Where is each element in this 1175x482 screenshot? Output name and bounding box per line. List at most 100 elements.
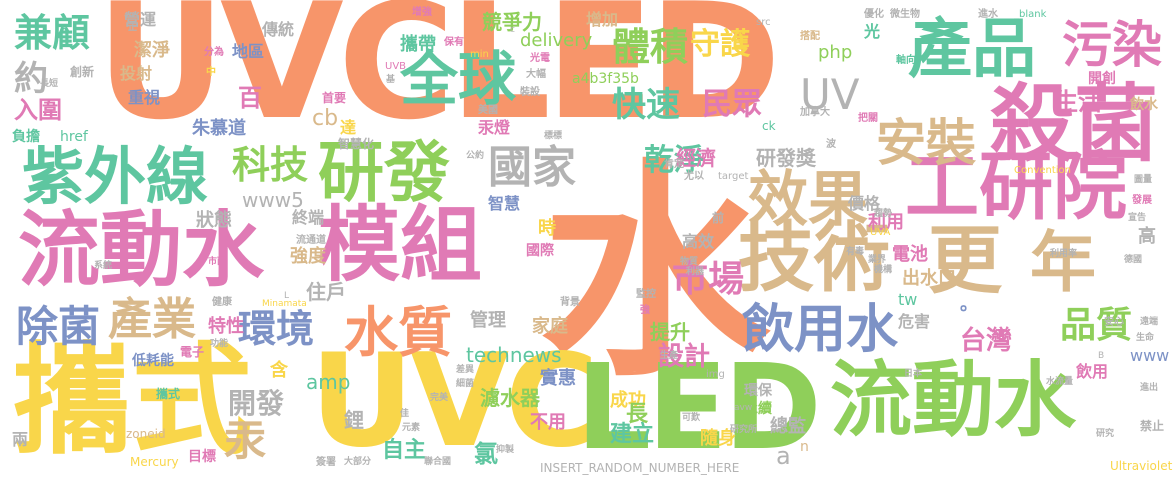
word-zoneid: zoneid: [126, 427, 166, 441]
word-guang: 光: [864, 22, 881, 41]
word-guoji: 國際: [526, 243, 554, 259]
word-liqi: 利器: [686, 267, 705, 277]
word-wanmei: 完美: [430, 393, 449, 403]
word-gongdeng: 汞燈: [478, 118, 511, 137]
word-dihaoneng: 低耗能: [132, 353, 174, 369]
word-xiedai: 攜帶: [400, 34, 436, 55]
word-tiji: 體積: [612, 25, 689, 69]
word-jinzhi: 禁止: [1140, 419, 1165, 433]
word-xiaoguo: 效果: [748, 165, 868, 235]
word-yinyong: 飲用: [1076, 362, 1109, 381]
word-zengqiang: 增強: [412, 7, 432, 18]
word-gaoxiao: 高效: [682, 232, 715, 251]
word-avw: avw: [734, 403, 753, 413]
word-ganjing: 乾淨: [644, 143, 704, 178]
word-xieshi-small: 攜式: [156, 387, 181, 401]
word-www: www: [1130, 346, 1170, 365]
word-liyong: 利用: [868, 212, 904, 233]
word-uva: UVA: [870, 227, 891, 238]
word-a: a: [776, 442, 791, 470]
word-qushi: 趨勢: [874, 209, 893, 219]
word-jiankang: 健康: [212, 297, 232, 308]
word-nian: 年: [1030, 224, 1096, 301]
word-deguo: 德國: [1124, 255, 1143, 265]
word-shimian: 市面: [208, 257, 227, 267]
word-wuzhi: 物質: [680, 257, 699, 267]
word-uvc: UVC: [310, 327, 599, 476]
word-shuiliuliang: 水流量: [1046, 377, 1074, 387]
word-uvb: UVB: [385, 61, 407, 72]
word-insert: INSERT_RANDOM_NUMBER_HERE: [540, 461, 740, 475]
word-fenwei: 分為: [204, 47, 224, 58]
word-chuangxin: 創新: [70, 65, 95, 79]
word-mercury: Mercury: [130, 455, 179, 469]
word-shi: 時: [538, 218, 556, 239]
word-dianchi: 電池: [892, 244, 928, 265]
word-guangdian: 光電: [530, 53, 550, 64]
word-uvcled: UVCLED: [96, 0, 781, 155]
word-mozu: 模組: [318, 198, 483, 293]
word-ultraviolet: Ultraviolet: [1110, 459, 1173, 473]
word-kending: 肯定: [664, 159, 684, 170]
word-jingji: 經濟: [676, 146, 716, 170]
word-zhihuihua: 智慧化: [338, 137, 375, 151]
word-a4b3f35b: a4b3f35b: [572, 71, 639, 87]
word-jingzhengli: 競爭力: [482, 10, 542, 34]
word-weihai: 危害: [898, 312, 931, 331]
word-zhongduan: 終端: [292, 208, 325, 227]
word-liudongshui-a: 流動水: [18, 203, 265, 298]
word-jia: 佳: [400, 409, 410, 419]
word-yanfa: 研發: [318, 134, 450, 211]
word-beijing: 背景: [560, 297, 580, 308]
word-delivery: delivery: [520, 30, 593, 51]
word-chushuikou: 出水口: [902, 268, 956, 289]
word-jiating: 家庭: [532, 316, 568, 337]
word-lvshuiqi: 濾水器: [480, 386, 540, 410]
word-anzhuang: 安裝: [876, 114, 976, 172]
word-geng: 更: [928, 218, 1002, 304]
word-bai: 百: [238, 84, 262, 112]
word-jigou: 機構: [874, 265, 893, 275]
word-uv: UV: [800, 70, 860, 119]
word-texing: 特性: [208, 316, 244, 337]
word-dabufen: 大部分: [344, 457, 372, 467]
word-guojia: 國家: [488, 142, 576, 193]
word-xieshi: 攜式: [12, 332, 252, 471]
word-ruwei: 入圍: [14, 96, 62, 124]
word-jinchu: 進出: [1140, 383, 1159, 393]
word-guanli: 管理: [470, 310, 506, 331]
word-youyi: 尤以: [684, 171, 704, 182]
word-xitong: 系統: [94, 261, 113, 271]
word-zheng: 正: [128, 23, 138, 33]
word-qiang: 強: [640, 305, 650, 316]
word-buyong: 不用: [530, 412, 566, 433]
word-dafu: 大幅: [526, 69, 546, 80]
word-shajun: 殺菌: [990, 75, 1159, 173]
word-yue: 約: [14, 59, 48, 99]
word-chuantong: 傳統: [262, 20, 295, 39]
word-youhua: 優化: [864, 9, 884, 20]
word-zhouxiang: 軸向: [896, 55, 916, 66]
word-huanjing: 環境: [238, 307, 315, 351]
word-zhuangshe: 裝設: [520, 87, 540, 98]
word-gongyue: 公約: [466, 151, 485, 161]
word-youdu: 有毒: [846, 247, 865, 257]
word-minamata: Minamata: [262, 299, 307, 309]
word-baoyou: 保有: [444, 37, 464, 48]
word-diqu: 地區: [232, 42, 265, 61]
word-cb: cb: [312, 106, 339, 131]
word-liutongdao: 流通道: [296, 235, 326, 246]
word-jianli: 建立: [610, 422, 655, 447]
word-yuansu: 元素: [402, 423, 421, 433]
word-biaozhun: 標標: [544, 131, 563, 141]
word-tuliang: 圖量: [1134, 175, 1153, 185]
word-bo: 波: [826, 139, 836, 150]
word-liyonglv: 利用率: [1050, 249, 1078, 259]
word-anxin: 安心: [1104, 317, 1124, 328]
word-fudan: 負擔: [12, 129, 40, 145]
word-gao: 高: [1138, 226, 1156, 247]
word-yejie: 業界: [868, 255, 887, 265]
word-yuanduan: 遠端: [1140, 317, 1159, 327]
word-amp: amp: [306, 370, 351, 394]
